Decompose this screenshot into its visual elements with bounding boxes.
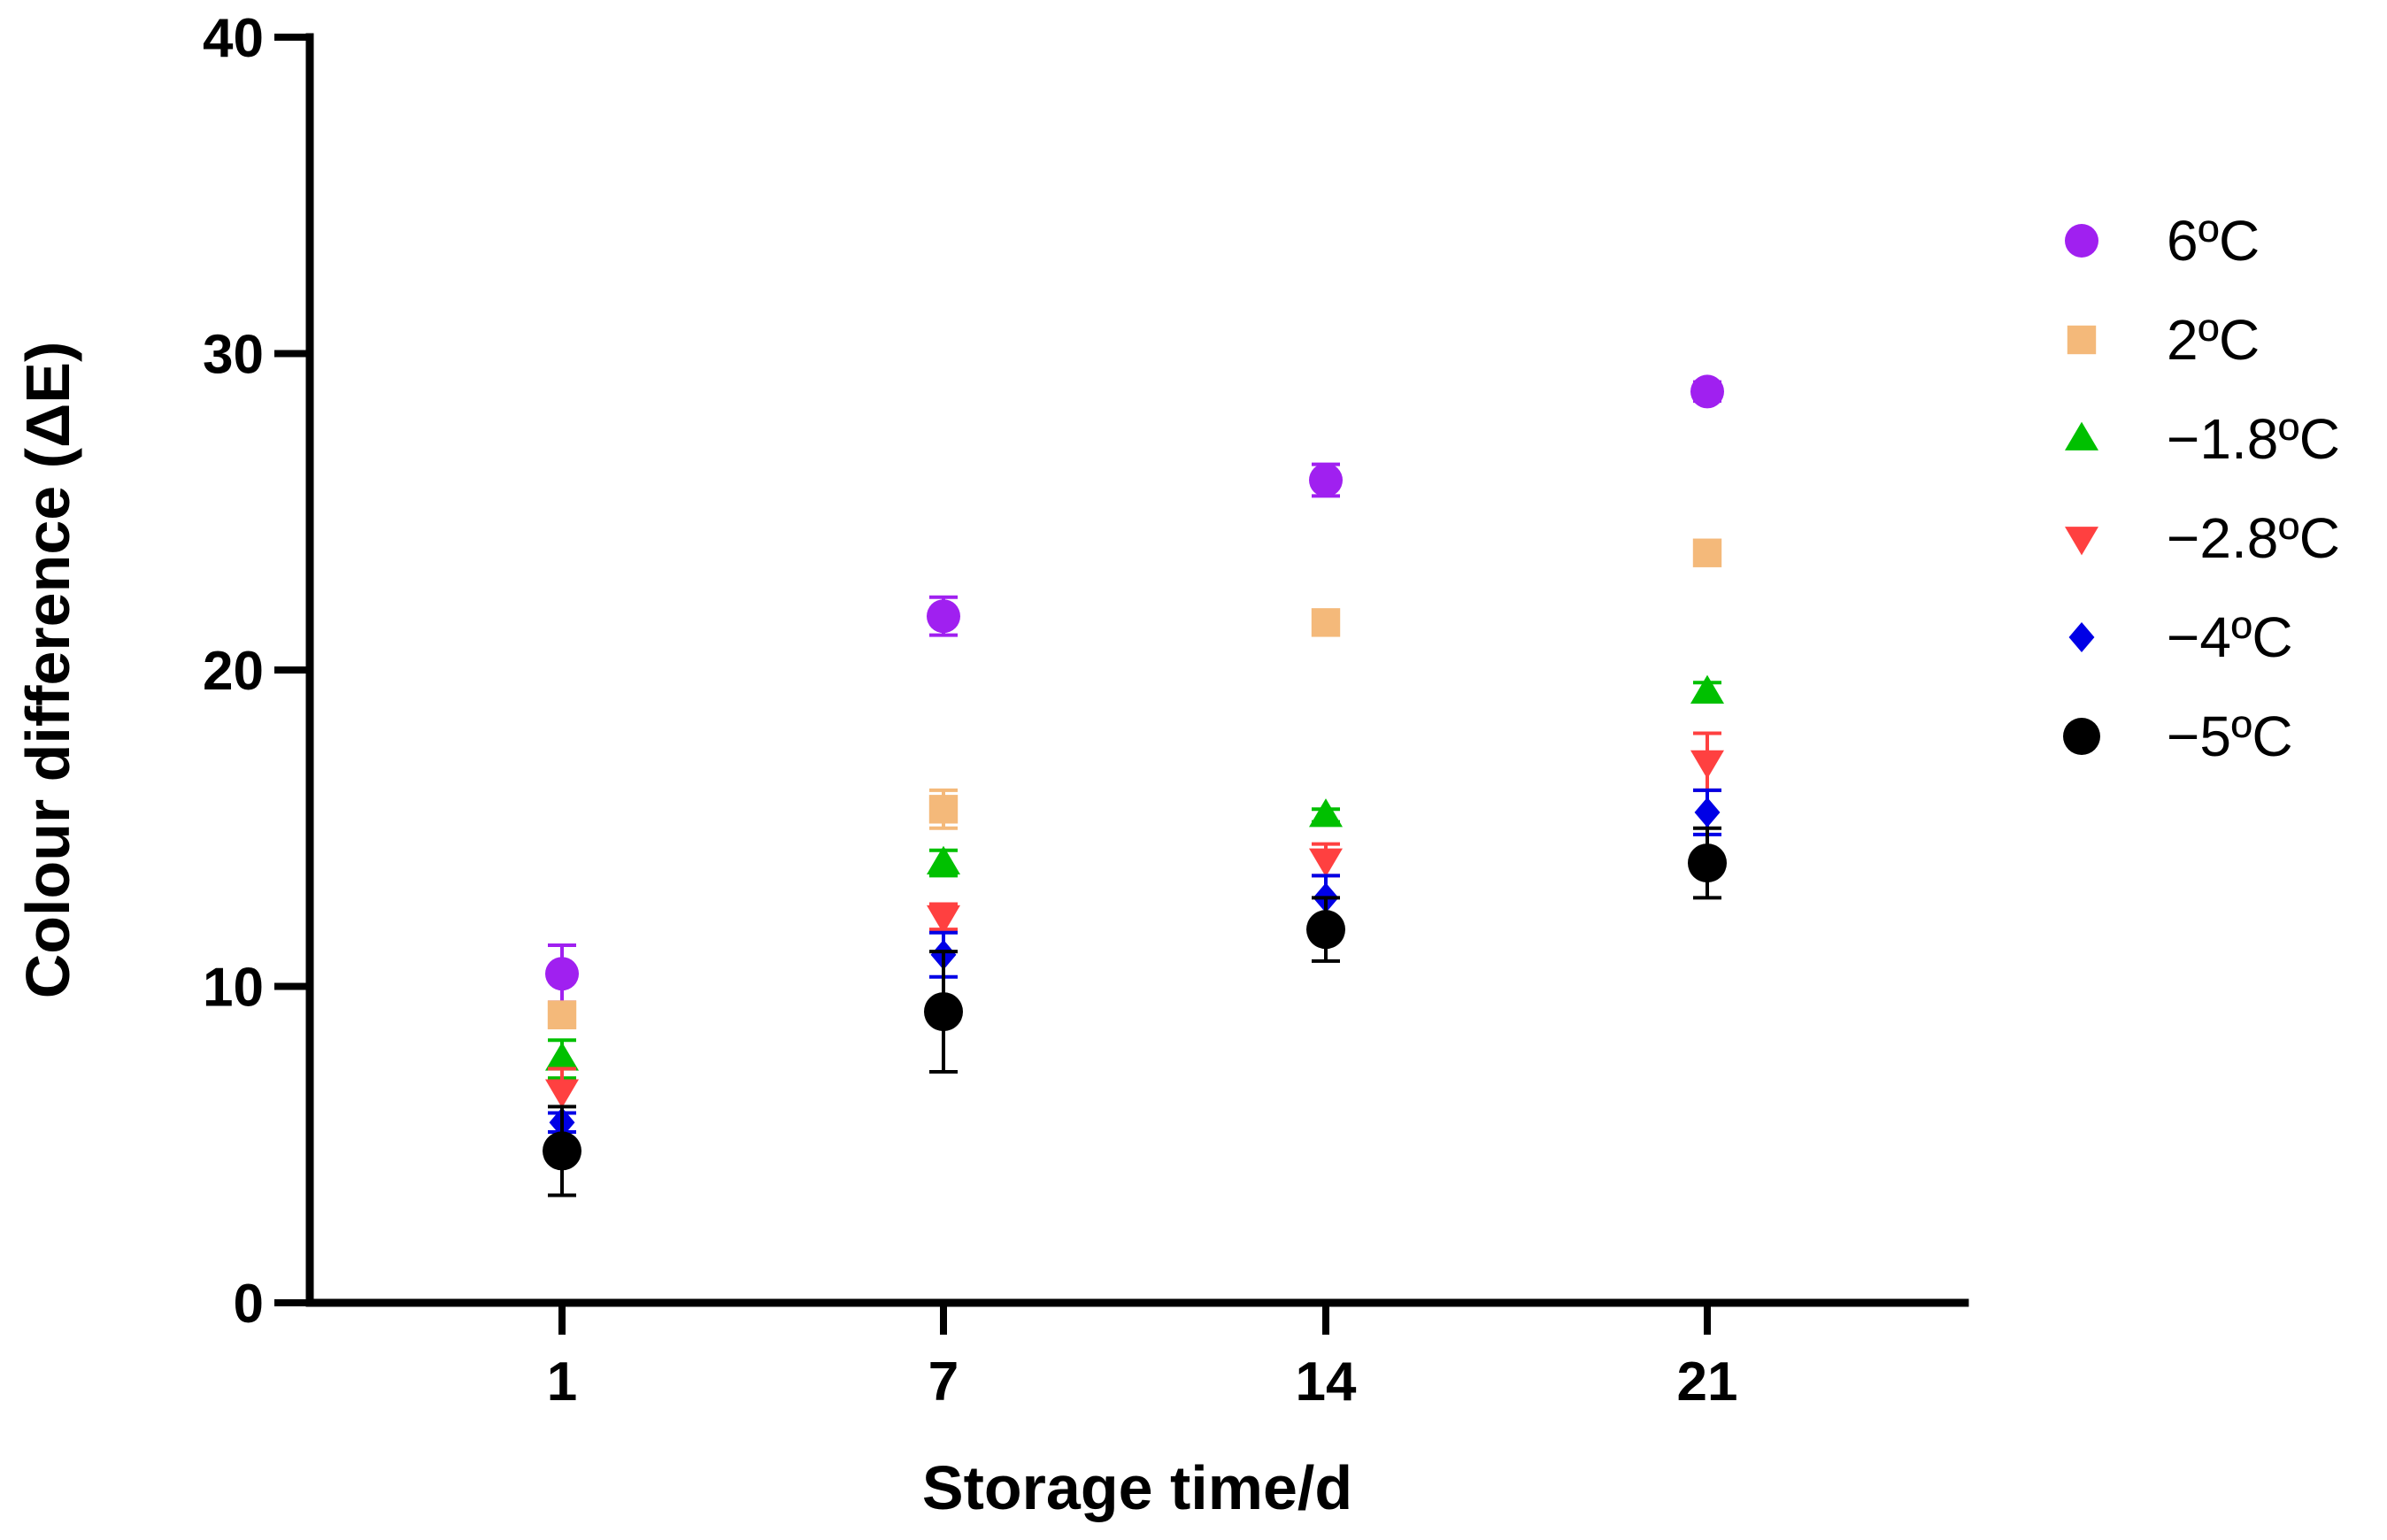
y-tick-label: 40 [203,8,264,69]
x-tick-label: 7 [928,1351,959,1413]
data-point [545,957,579,991]
data-point [928,795,959,824]
y-tick-label: 20 [203,641,264,702]
data-point [927,845,960,874]
series-5 [548,788,1721,1138]
legend-label: −2.8ºC [2167,506,2340,570]
data-point [545,1079,579,1108]
legend-entry: −2.8ºC [2065,506,2340,570]
legend-entry: −4ºC [2068,605,2293,669]
axes: 0 10 20 30 40 1 7 14 21 [203,8,1969,1413]
data-point [1694,797,1721,828]
series-1 [545,374,1724,1005]
legend-label: 2ºC [2167,308,2260,372]
legend-marker [2065,421,2098,450]
legend-label: −1.8ºC [2167,407,2340,471]
legend-entry: −5ºC [2063,705,2293,768]
data-point [1690,374,1724,409]
series-4 [545,731,1724,1115]
data-point [1309,798,1343,828]
y-tick-label: 10 [203,958,264,1019]
series-2 [547,538,1722,1029]
data-point [1690,750,1724,780]
data-series [543,374,1727,1197]
data-point [927,599,960,634]
y-tick-label: 0 [234,1274,264,1335]
data-point [1692,538,1722,567]
data-point [1690,674,1724,704]
legend-label: −5ºC [2167,705,2293,768]
x-tick-label: 1 [547,1351,577,1413]
series-6 [543,826,1727,1197]
legend-entry: 2ºC [2067,308,2260,372]
data-point [924,992,963,1032]
series-3 [545,674,1724,1081]
legend-marker [2068,622,2095,652]
data-point [545,1042,579,1071]
legend-label: −4ºC [2167,605,2293,669]
data-point [927,905,960,935]
x-axis-title: Storage time/d [922,1453,1352,1522]
data-point [1688,843,1727,883]
data-point [543,1131,581,1171]
data-point [1309,848,1343,877]
legend: 6ºC 2ºC −1.8ºC −2.8ºC −4ºC −5ºC [2063,209,2340,768]
data-point [1309,463,1343,497]
y-axis-title: Colour difference (ΔE) [13,342,82,999]
legend-marker [2063,718,2100,755]
x-tick-label: 21 [1677,1351,1738,1413]
data-point [1311,608,1341,637]
legend-entry: −1.8ºC [2065,407,2340,471]
y-tick-label: 30 [203,325,264,386]
data-point [1306,910,1345,950]
data-point [547,1000,577,1029]
x-tick-label: 14 [1296,1351,1357,1413]
legend-marker [2067,325,2097,355]
legend-marker [2065,527,2098,556]
legend-entry: 6ºC [2065,209,2260,273]
legend-marker [2065,224,2098,258]
legend-label: 6ºC [2167,209,2260,273]
